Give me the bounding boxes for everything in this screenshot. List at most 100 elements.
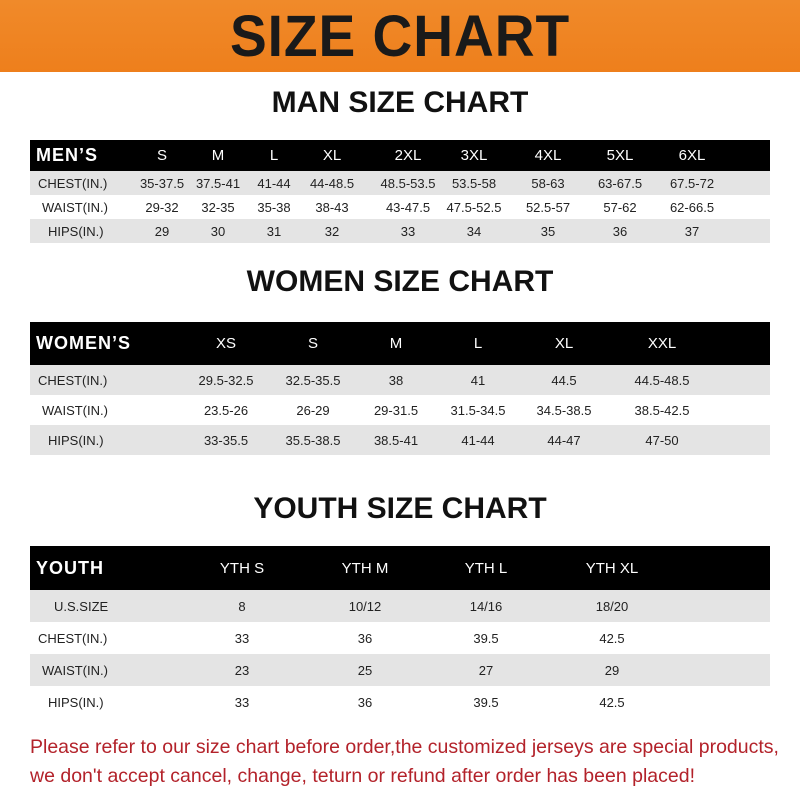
table-row: WAIST(IN.) 29-32 32-35 35-38 38-43 43-47.5 47.… xyxy=(30,195,770,219)
table-cell: 44.5-48.5 xyxy=(634,372,690,388)
table-cell: 25 xyxy=(357,662,373,678)
size-column-header: YTH S xyxy=(219,559,265,577)
row-label: HIPS(IN.) xyxy=(48,223,104,239)
table-cell: 36 xyxy=(357,694,373,710)
table-row: HIPS(IN.) 33-35.5 35.5-38.5 38.5-41 41-44 44-… xyxy=(30,425,770,455)
table-row: CHEST(IN.) 35-37.5 37.5-41 41-44 44-48.5 48.5… xyxy=(30,171,770,195)
row-label: U.S.SIZE xyxy=(54,598,109,614)
table-cell: 53.5-58 xyxy=(451,175,497,191)
table-cell: 33 xyxy=(400,223,416,239)
size-column-header: 2XL xyxy=(394,147,422,164)
table-row: U.S.SIZE 8 10/12 14/16 18/20 xyxy=(30,590,770,622)
size-column-header: XL xyxy=(322,147,342,164)
table-cell: 32 xyxy=(324,223,340,239)
size-column-header: XL xyxy=(554,335,574,352)
main-title: SIZE CHART xyxy=(229,3,571,69)
table-cell: 10/12 xyxy=(348,598,382,614)
size-column-header: 5XL xyxy=(606,147,634,164)
women-size-table: WOMEN’S XS S M L XL XXL CHEST(IN.) 29.5-32.5 32.5… xyxy=(30,322,770,455)
table-cell: 23 xyxy=(234,662,250,678)
size-column-header: 6XL xyxy=(678,147,706,164)
table-cell: 35 xyxy=(540,223,556,239)
size-column-header: YTH L xyxy=(464,559,508,577)
table-cell: 14/16 xyxy=(469,598,503,614)
table-cell: 52.5-57 xyxy=(525,199,571,215)
table-cell: 42.5 xyxy=(599,694,625,710)
row-label: HIPS(IN.) xyxy=(48,432,104,448)
table-cell: 23.5-26 xyxy=(203,402,249,418)
size-column-header: S xyxy=(156,147,168,164)
table-cell: 57-62 xyxy=(603,199,637,215)
table-cell: 38-43 xyxy=(315,199,349,215)
table-cell: 44-48.5 xyxy=(309,175,355,191)
youth-section-title: YOUTH SIZE CHART xyxy=(253,492,547,525)
table-header-label: YOUTH xyxy=(36,557,104,578)
table-cell: 41 xyxy=(470,372,486,388)
size-column-header: 4XL xyxy=(534,147,562,164)
table-cell: 48.5-53.5 xyxy=(380,175,436,191)
table-cell: 34.5-38.5 xyxy=(536,402,592,418)
size-column-header: S xyxy=(307,335,319,352)
table-row: WAIST(IN.) 23.5-26 26-29 29-31.5 31.5-34.5 34… xyxy=(30,395,770,425)
table-cell: 38.5-42.5 xyxy=(634,402,690,418)
table-cell: 27 xyxy=(478,662,494,678)
table-cell: 33 xyxy=(234,630,250,646)
table-cell: 29 xyxy=(154,223,170,239)
table-header-label: WOMEN’S xyxy=(36,333,131,353)
table-header-row: YOUTH YTH S YTH M YTH L YTH XL xyxy=(30,546,770,590)
table-header-label: MEN’S xyxy=(36,145,99,165)
youth-size-table: YOUTH YTH S YTH M YTH L YTH XL U.S.SIZE 8 10/12… xyxy=(30,546,770,718)
table-cell: 32-35 xyxy=(201,199,235,215)
table-cell: 47.5-52.5 xyxy=(446,199,502,215)
row-label: CHEST(IN.) xyxy=(38,175,108,191)
order-notice: Please refer to our size chart before or… xyxy=(30,733,790,791)
row-label: CHEST(IN.) xyxy=(38,630,108,646)
table-cell: 35-38 xyxy=(257,199,291,215)
table-header-row: MEN’S S M L XL 2XL 3XL 4XL 5XL 6XL xyxy=(30,140,770,171)
table-cell: 44.5 xyxy=(551,372,577,388)
notice-line-2: we don't accept cancel, change, teturn o… xyxy=(30,765,695,787)
table-cell: 63-67.5 xyxy=(597,175,643,191)
table-cell: 67.5-72 xyxy=(669,175,715,191)
table-cell: 8 xyxy=(238,598,246,614)
table-cell: 42.5 xyxy=(599,630,625,646)
table-cell: 32.5-35.5 xyxy=(285,372,341,388)
table-row: CHEST(IN.) 33 36 39.5 42.5 xyxy=(30,622,770,654)
table-row: CHEST(IN.) 29.5-32.5 32.5-35.5 38 41 44.5 44.5… xyxy=(30,365,770,395)
table-cell: 62-66.5 xyxy=(669,199,715,215)
row-label: WAIST(IN.) xyxy=(42,402,108,418)
table-cell: 30 xyxy=(210,223,226,239)
size-column-header: XXL xyxy=(647,335,677,352)
title-banner: SIZE CHART xyxy=(0,0,800,72)
size-column-header: M xyxy=(389,335,403,352)
table-cell: 33-35.5 xyxy=(203,432,249,448)
table-cell: 36 xyxy=(357,630,373,646)
table-cell: 43-47.5 xyxy=(385,199,431,215)
table-cell: 29-31.5 xyxy=(373,402,419,418)
table-cell: 18/20 xyxy=(595,598,629,614)
table-cell: 47-50 xyxy=(645,432,679,448)
men-section-title: MAN SIZE CHART xyxy=(271,86,529,119)
table-header-row: WOMEN’S XS S M L XL XXL xyxy=(30,322,770,365)
table-cell: 38 xyxy=(388,372,404,388)
table-cell: 44-47 xyxy=(547,432,581,448)
row-label: HIPS(IN.) xyxy=(48,694,104,710)
table-cell: 39.5 xyxy=(473,630,499,646)
table-cell: 38.5-41 xyxy=(373,432,419,448)
size-column-header: YTH M xyxy=(341,559,389,577)
table-cell: 36 xyxy=(612,223,628,239)
row-label: CHEST(IN.) xyxy=(38,372,108,388)
size-column-header: YTH XL xyxy=(585,559,639,577)
table-cell: 58-63 xyxy=(531,175,565,191)
table-row: HIPS(IN.) 29 30 31 32 33 34 35 36 37 xyxy=(30,219,770,243)
table-cell: 39.5 xyxy=(473,694,499,710)
row-label: WAIST(IN.) xyxy=(42,662,108,678)
size-column-header: M xyxy=(211,147,225,164)
table-cell: 29-32 xyxy=(145,199,179,215)
table-cell: 31.5-34.5 xyxy=(450,402,506,418)
table-row: WAIST(IN.) 23 25 27 29 xyxy=(30,654,770,686)
table-cell: 29 xyxy=(604,662,620,678)
table-cell: 35-37.5 xyxy=(139,175,185,191)
table-cell: 34 xyxy=(466,223,482,239)
